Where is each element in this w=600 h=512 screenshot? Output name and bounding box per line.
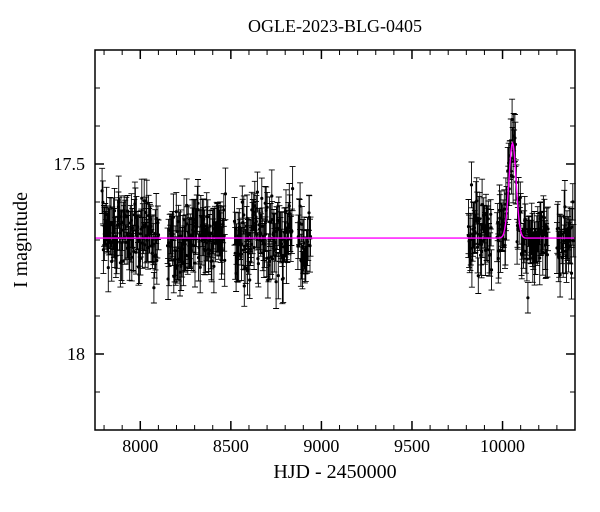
x-tick-label: 9500 — [394, 436, 430, 456]
y-tick-label: 18 — [67, 344, 85, 364]
x-axis-label: HJD - 2450000 — [273, 461, 396, 483]
chart-title: OGLE-2023-BLG-0405 — [248, 16, 422, 36]
y-axis-label: I magnitude — [10, 192, 32, 288]
x-tick-label: 8500 — [213, 436, 249, 456]
x-tick-label: 8000 — [122, 436, 158, 456]
x-tick-label: 9000 — [303, 436, 339, 456]
y-tick-label: 17.5 — [54, 154, 86, 174]
x-tick-label: 10000 — [480, 436, 525, 456]
lightcurve-chart: 8000 8500 9000 9500 10000 17.5 18 OGLE-2023-BL… — [0, 0, 600, 512]
